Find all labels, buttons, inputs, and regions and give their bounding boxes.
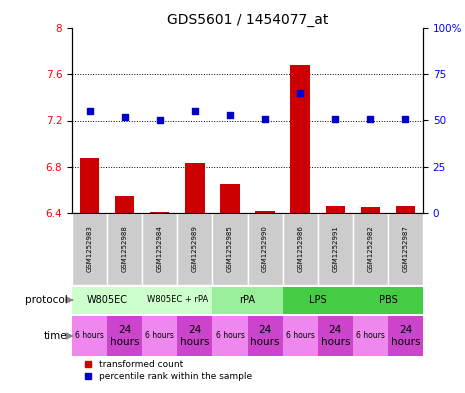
- Text: 24
hours: 24 hours: [320, 325, 350, 347]
- Bar: [220, 184, 239, 213]
- Text: LPS: LPS: [309, 295, 326, 305]
- Bar: [72, 213, 107, 285]
- Text: PBS: PBS: [379, 295, 397, 305]
- Bar: [107, 213, 142, 285]
- Bar: [213, 286, 283, 314]
- Bar: [361, 207, 380, 213]
- Text: GSM1252982: GSM1252982: [367, 226, 373, 272]
- Text: GSM1252990: GSM1252990: [262, 226, 268, 272]
- Bar: [396, 206, 415, 213]
- Text: W805EC: W805EC: [86, 295, 127, 305]
- Bar: [185, 163, 205, 213]
- Bar: [318, 213, 353, 285]
- Bar: [247, 213, 283, 285]
- Point: [402, 116, 409, 122]
- Text: 24
hours: 24 hours: [391, 325, 420, 347]
- Bar: [142, 286, 213, 314]
- Bar: [150, 212, 169, 213]
- Bar: [72, 316, 107, 356]
- Text: 6 hours: 6 hours: [215, 332, 245, 340]
- Bar: [388, 213, 423, 285]
- Text: 24
hours: 24 hours: [250, 325, 280, 347]
- Text: GSM1252991: GSM1252991: [332, 226, 338, 272]
- Point: [226, 112, 234, 118]
- Bar: [255, 211, 275, 213]
- Bar: [247, 316, 283, 356]
- Bar: [388, 316, 423, 356]
- Text: GSM1252984: GSM1252984: [157, 226, 163, 272]
- Bar: [353, 286, 423, 314]
- Bar: [213, 213, 247, 285]
- Text: rPA: rPA: [239, 295, 255, 305]
- Text: 6 hours: 6 hours: [75, 332, 104, 340]
- Point: [121, 114, 128, 120]
- Bar: [318, 316, 353, 356]
- Text: GSM1252983: GSM1252983: [86, 226, 93, 272]
- Bar: [177, 316, 213, 356]
- Bar: [353, 213, 388, 285]
- Point: [332, 116, 339, 122]
- Text: 24
hours: 24 hours: [110, 325, 140, 347]
- Text: 6 hours: 6 hours: [286, 332, 315, 340]
- Point: [86, 108, 93, 114]
- Bar: [115, 196, 134, 213]
- Bar: [291, 65, 310, 213]
- Text: time: time: [44, 331, 67, 341]
- Point: [191, 108, 199, 114]
- Text: protocol: protocol: [25, 295, 67, 305]
- Bar: [213, 316, 247, 356]
- Bar: [283, 213, 318, 285]
- Text: 6 hours: 6 hours: [145, 332, 174, 340]
- Text: 24
hours: 24 hours: [180, 325, 210, 347]
- Bar: [283, 286, 353, 314]
- Title: GDS5601 / 1454077_at: GDS5601 / 1454077_at: [167, 13, 328, 27]
- Bar: [353, 316, 388, 356]
- Bar: [107, 316, 142, 356]
- Bar: [177, 213, 213, 285]
- Point: [296, 90, 304, 96]
- Text: GSM1252987: GSM1252987: [402, 226, 408, 272]
- Bar: [142, 213, 177, 285]
- Text: 6 hours: 6 hours: [356, 332, 385, 340]
- Point: [261, 116, 269, 122]
- Text: GSM1252989: GSM1252989: [192, 226, 198, 272]
- Text: GSM1252985: GSM1252985: [227, 226, 233, 272]
- Text: GSM1252988: GSM1252988: [122, 226, 128, 272]
- Point: [366, 116, 374, 122]
- Bar: [72, 286, 142, 314]
- Bar: [283, 316, 318, 356]
- Text: GSM1252986: GSM1252986: [297, 226, 303, 272]
- Point: [156, 118, 164, 124]
- Bar: [80, 158, 99, 213]
- Legend: transformed count, percentile rank within the sample: transformed count, percentile rank withi…: [81, 356, 256, 384]
- Text: W805EC + rPA: W805EC + rPA: [146, 296, 208, 305]
- Bar: [326, 206, 345, 213]
- Bar: [142, 316, 177, 356]
